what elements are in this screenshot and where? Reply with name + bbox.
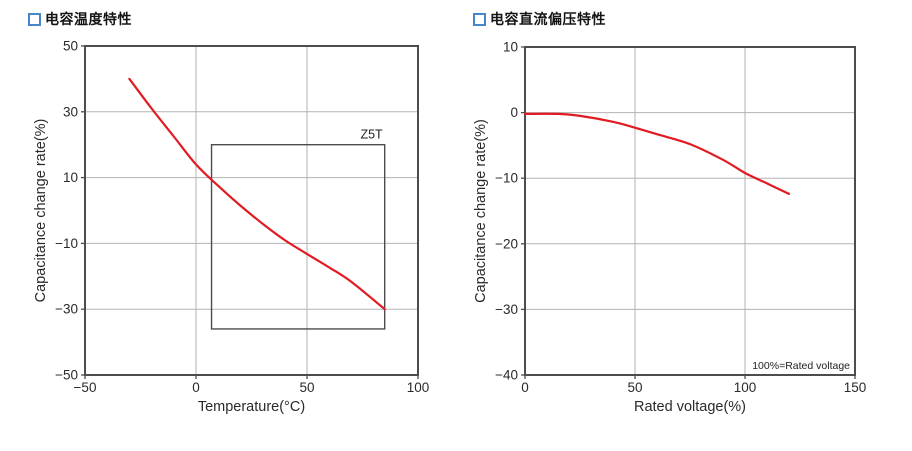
x-tick-label: 100 [734,380,757,395]
x-tick-label: −50 [74,380,97,395]
chart-section-temperature: 电容温度特性 −50 0 50 100 50 30 10 −10 −30 −50 Z5T Temper… [28,9,430,416]
chart-title-row: 电容温度特性 [28,9,132,29]
y-tick-label: −40 [495,368,518,383]
y-tick-label: 50 [63,39,78,54]
plot-frame [524,46,856,376]
x-tick-label: 150 [844,380,867,395]
y-tick-label: 10 [503,40,518,55]
chart-title-dc-bias: 电容直流偏压特性 [490,11,606,27]
y-axis-label: Capacitance change rate(%) [33,119,49,303]
capacitance-change-vs-temperature-curve [128,77,386,311]
spec-range-box [210,143,386,330]
x-tick-label: 0 [521,380,529,395]
chart-section-dc-bias: 电容直流偏压特性 0 50 100 150 10 0 −10 −20 −30 −40 100%=Ra… [456,0,912,451]
y-axis-label: Capacitance change rate(%) [473,119,489,303]
y-tick-label: 0 [510,105,518,120]
spec-range-label: Z5T [360,128,383,142]
title-square-icon [473,12,486,26]
y-tick-label: 10 [63,170,78,185]
capacitance-change-vs-dc-bias-curve [523,112,791,195]
x-tick-label: 100 [407,380,430,395]
x-tick-label: 50 [299,380,314,395]
y-tick-label: 30 [63,104,78,119]
y-tick-label: −10 [55,236,78,251]
x-axis-label: Rated voltage(%) [634,399,746,415]
title-square-icon [28,12,41,26]
y-tick-label: −50 [55,368,78,383]
chart-title-row: 电容直流偏压特性 [473,9,606,29]
chart-title-temperature: 电容温度特性 [45,11,132,27]
temperature-characteristics-plot: −50 0 50 100 50 30 10 −10 −30 −50 Z5T Temperature(°… [33,39,430,416]
x-tick-label: 50 [627,380,642,395]
plot-frame [84,45,419,376]
y-tick-label: −30 [55,302,78,317]
y-tick-label: −30 [495,302,518,317]
rated-voltage-note: 100%=Rated voltage [752,360,850,372]
y-tick-label: −10 [495,171,518,186]
x-axis-label: Temperature(°C) [198,399,305,415]
y-tick-label: −20 [495,236,518,251]
x-tick-label: 0 [192,380,200,395]
